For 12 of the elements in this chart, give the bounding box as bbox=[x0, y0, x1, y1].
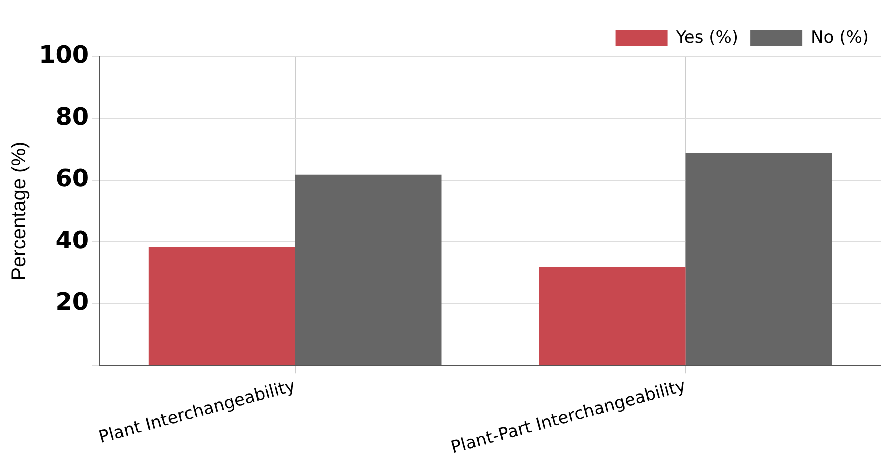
bar bbox=[295, 174, 442, 366]
legend-label: Yes (%) bbox=[675, 28, 739, 48]
y-tick-label: 80 bbox=[56, 102, 90, 131]
bar bbox=[148, 247, 296, 366]
y-axis-title: Percentage (%) bbox=[8, 142, 31, 281]
y-tick-label: 100 bbox=[38, 41, 90, 70]
bar bbox=[686, 153, 832, 366]
y-tick-label: 20 bbox=[56, 288, 90, 316]
bar bbox=[539, 267, 686, 366]
y-tick-label: 40 bbox=[56, 226, 90, 254]
legend-label: No (%) bbox=[811, 28, 870, 48]
y-tick-label: 60 bbox=[56, 164, 90, 193]
